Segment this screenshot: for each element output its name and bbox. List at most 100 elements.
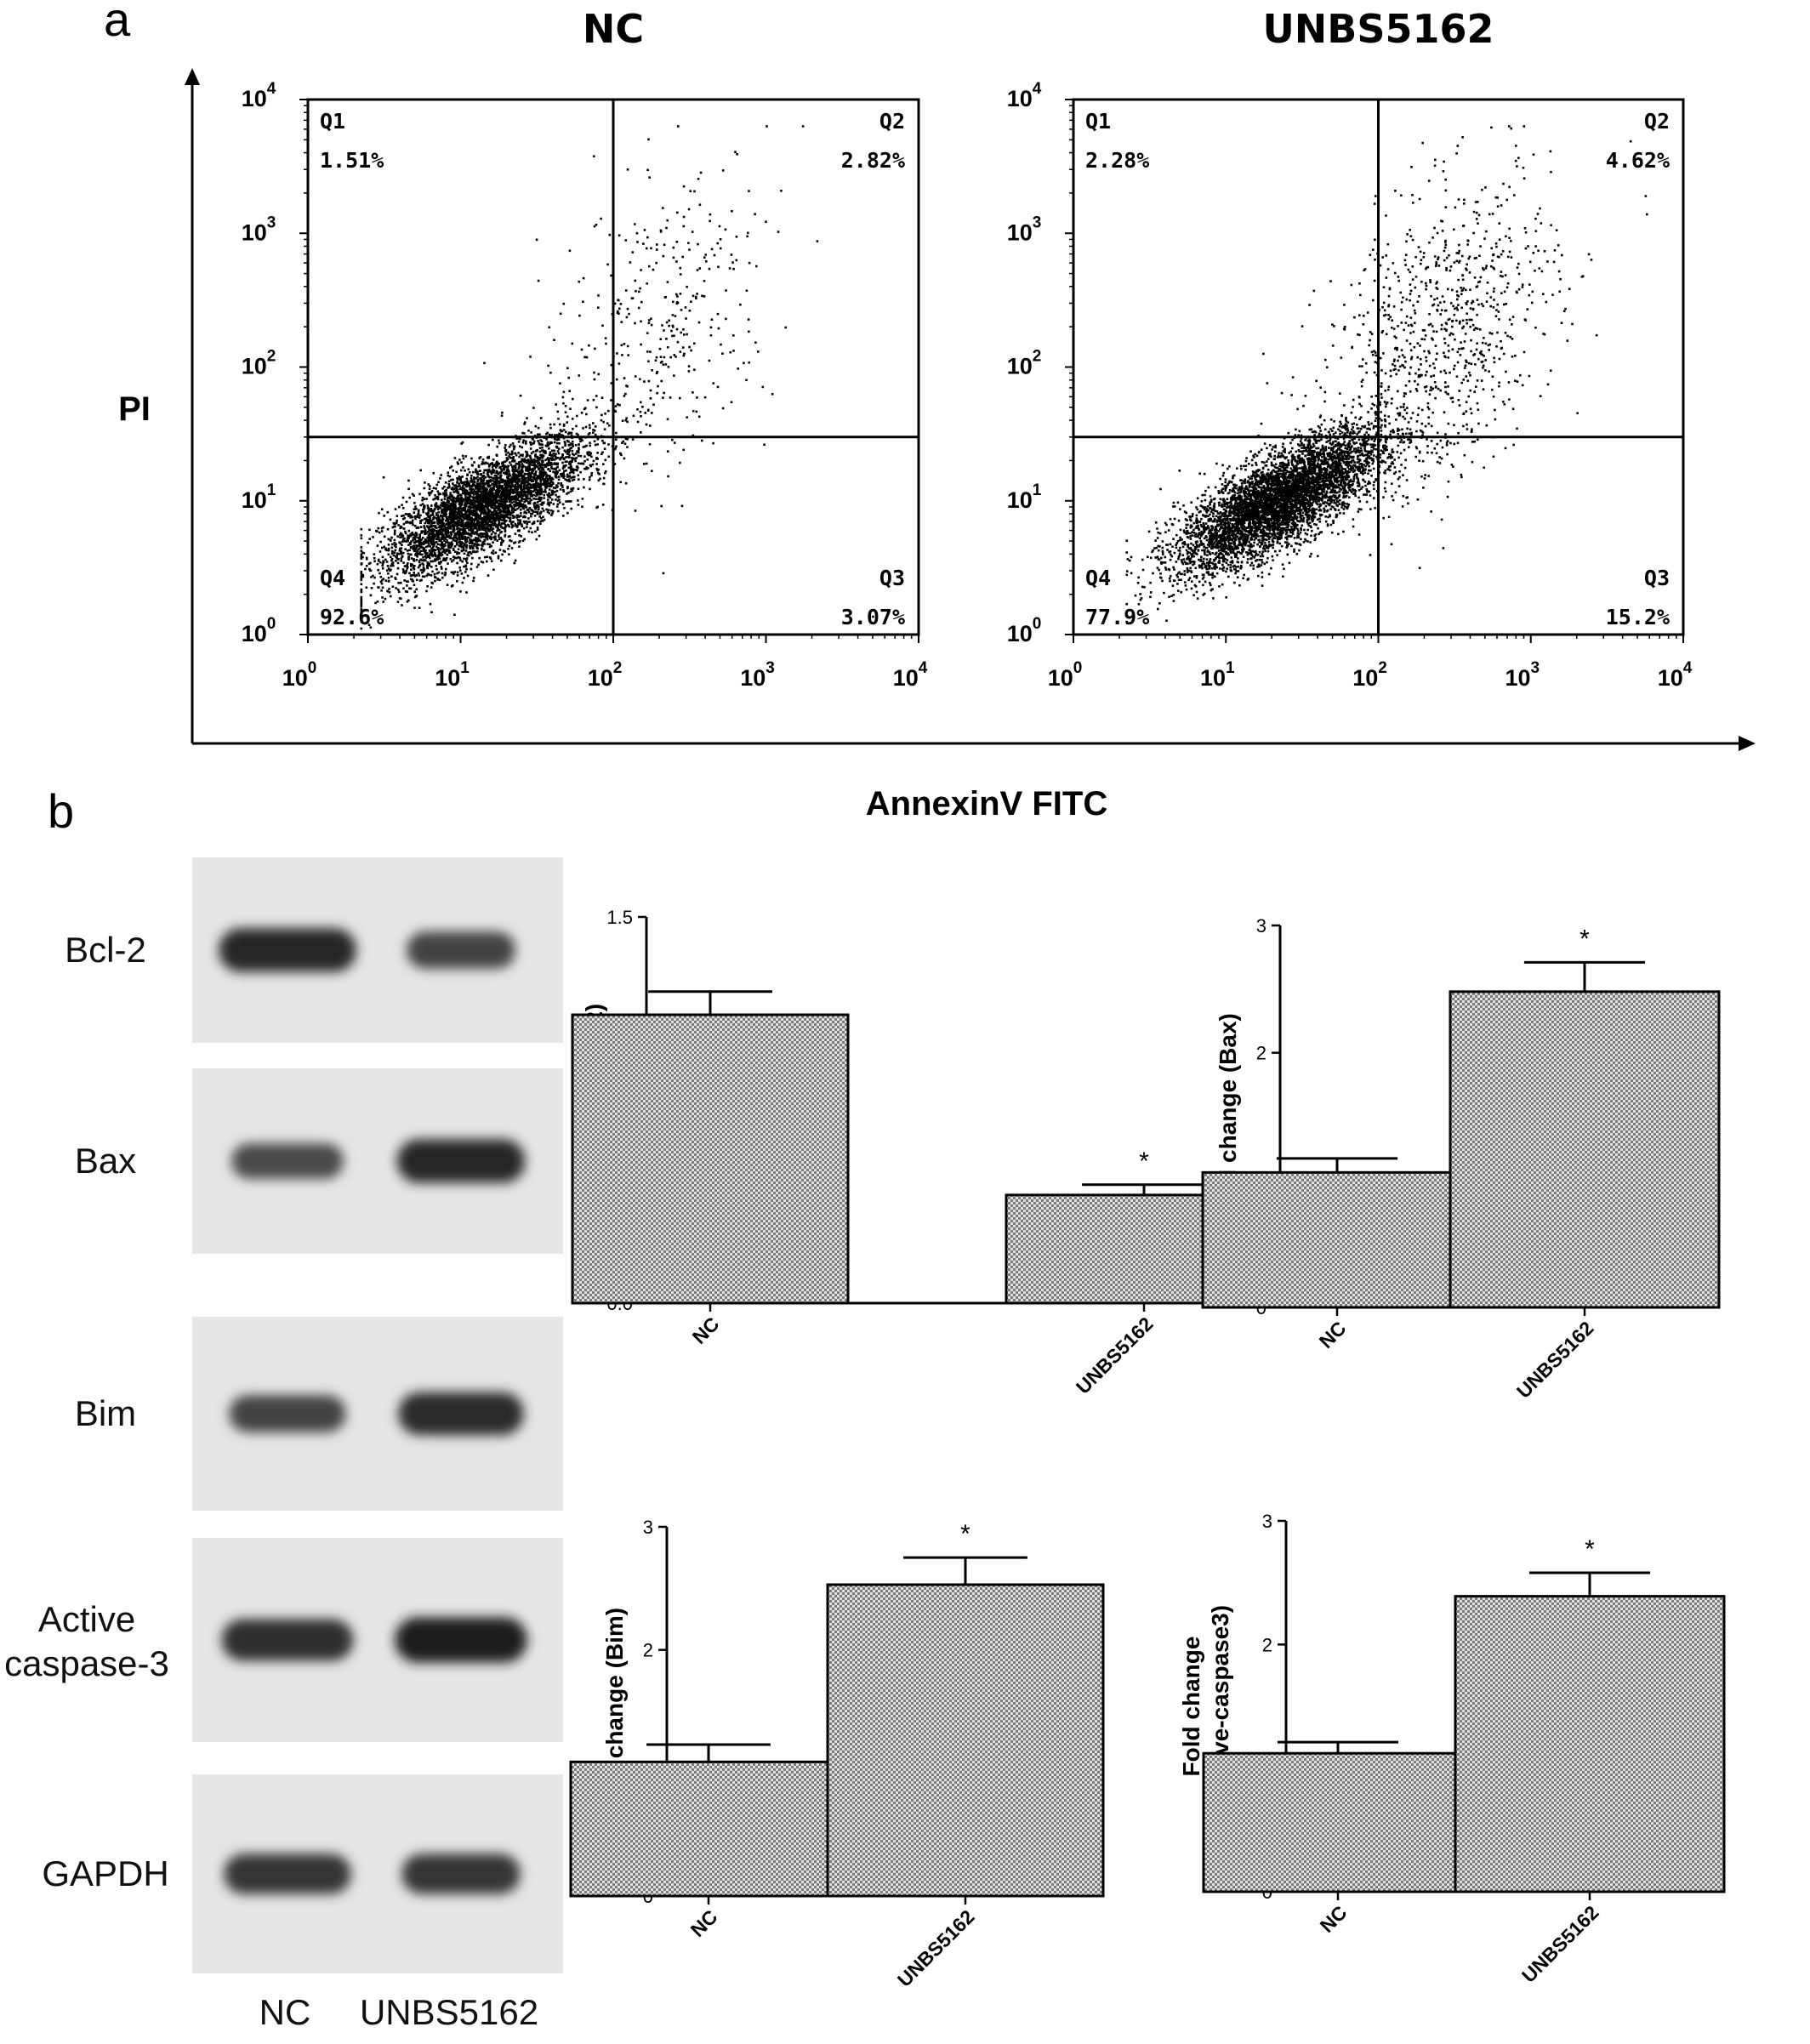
scatter-point — [456, 551, 459, 554]
scatter-point — [539, 481, 542, 483]
scatter-point — [463, 577, 465, 579]
scatter-point — [545, 475, 548, 479]
scatter-point — [1345, 418, 1347, 421]
scatter-point — [389, 569, 391, 572]
scatter-point — [472, 550, 475, 553]
scatter-point — [529, 457, 532, 460]
scatter-point — [418, 543, 421, 545]
scatter-point — [473, 481, 476, 484]
scatter-point — [376, 562, 379, 566]
scatter-point — [523, 460, 526, 464]
scatter-point — [482, 517, 485, 521]
scatter-point — [1151, 550, 1153, 554]
scatter-point — [592, 431, 595, 434]
scatter-point — [450, 522, 452, 525]
scatter-point — [395, 521, 398, 524]
scatter-point — [415, 527, 418, 530]
scatter-point — [512, 447, 515, 451]
scatter-point — [602, 482, 606, 486]
scatter-point — [360, 570, 363, 573]
scatter-point — [486, 538, 489, 541]
scatter-point — [673, 354, 676, 356]
scatter-point — [458, 535, 461, 538]
scatter-point — [396, 567, 400, 570]
scatter-point — [472, 504, 475, 508]
scatter-point — [553, 462, 556, 464]
scatter-point — [395, 587, 397, 589]
scatter-point — [523, 481, 526, 485]
scatter-point — [429, 535, 432, 538]
scatter-point — [540, 491, 543, 493]
scatter-point — [717, 327, 720, 330]
scatter-point — [708, 359, 711, 362]
scatter-point — [484, 516, 487, 520]
scatter-point — [686, 416, 688, 418]
scatter-point — [562, 302, 566, 305]
scatter-point — [664, 363, 668, 366]
scatter-point — [515, 453, 518, 457]
scatter-point — [388, 588, 390, 590]
scatter-point — [541, 520, 544, 522]
scatter-point — [435, 514, 438, 516]
scatter-point — [666, 219, 669, 222]
scatter-point — [461, 560, 464, 563]
scatter-point — [471, 539, 475, 542]
scatter-point — [419, 504, 422, 507]
scatter-point — [422, 510, 425, 514]
scatter-point — [488, 523, 491, 527]
scatter-point — [533, 483, 537, 486]
scatter-point — [686, 285, 688, 288]
scatter-point — [500, 496, 503, 498]
scatter-point — [618, 362, 621, 365]
scatter-point — [444, 537, 447, 539]
scatter-point — [443, 507, 446, 510]
scatter-point — [441, 509, 443, 511]
scatter-point — [510, 526, 514, 529]
scatter-point — [571, 449, 574, 453]
scatter-point — [473, 527, 476, 530]
scatter-point — [548, 326, 550, 329]
scatter-point — [462, 498, 465, 502]
scatter-point — [488, 502, 492, 504]
scatter-point — [499, 518, 503, 521]
scatter-point — [501, 464, 504, 468]
scatter-point — [594, 425, 597, 428]
scatter-point — [458, 521, 461, 523]
scatter-point — [377, 527, 380, 530]
scatter-point — [488, 543, 492, 546]
scatter-point — [648, 176, 651, 179]
scatter-point — [441, 504, 444, 508]
scatter-point — [546, 484, 549, 487]
scatter-point — [482, 487, 485, 491]
scatter-point — [387, 577, 390, 579]
scatter-point — [380, 508, 384, 510]
scatter-point — [478, 516, 481, 519]
scatter-point — [511, 509, 514, 511]
scatter-point — [543, 518, 546, 521]
scatter-point — [374, 601, 377, 605]
scatter-point — [559, 312, 562, 316]
scatter-point — [407, 544, 410, 546]
scatter-point — [639, 410, 642, 413]
scatter-point — [538, 499, 541, 502]
scatter-point — [422, 546, 424, 549]
scatter-point — [458, 544, 462, 547]
scatter-point — [475, 498, 478, 501]
scatter-point — [451, 519, 454, 522]
scatter-point — [561, 467, 565, 470]
scatter-point — [435, 572, 439, 575]
scatter-point — [495, 500, 498, 503]
scatter-point — [532, 468, 535, 471]
scatter-point — [515, 495, 518, 498]
scatter-point — [623, 377, 626, 379]
scatter-point — [517, 485, 520, 488]
scatter-point — [557, 478, 561, 481]
scatter-point — [530, 431, 532, 434]
scatter-point — [413, 584, 416, 586]
scatter-point — [587, 467, 589, 470]
scatter-point — [449, 516, 452, 519]
scatter-point — [501, 485, 504, 487]
scatter-point — [426, 541, 430, 544]
scatter-point — [395, 545, 397, 549]
scatter-point — [453, 514, 456, 516]
